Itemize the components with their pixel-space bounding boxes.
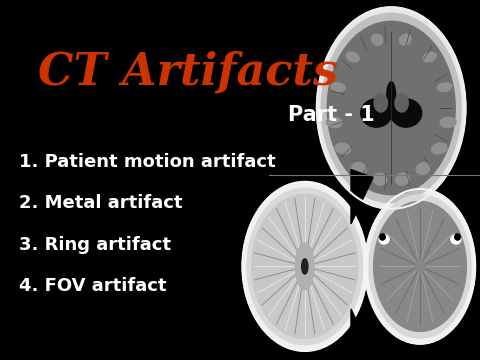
Ellipse shape bbox=[455, 234, 460, 240]
Ellipse shape bbox=[352, 163, 366, 174]
Ellipse shape bbox=[242, 182, 367, 351]
Ellipse shape bbox=[327, 21, 455, 195]
Ellipse shape bbox=[326, 117, 342, 127]
Ellipse shape bbox=[321, 13, 461, 203]
Ellipse shape bbox=[416, 163, 431, 174]
Text: 2. Metal artifact: 2. Metal artifact bbox=[19, 194, 183, 212]
Ellipse shape bbox=[399, 34, 411, 45]
Ellipse shape bbox=[369, 195, 471, 338]
Polygon shape bbox=[351, 170, 373, 224]
Text: 3. Ring artifact: 3. Ring artifact bbox=[19, 236, 171, 254]
Text: 4. FOV artifact: 4. FOV artifact bbox=[19, 277, 167, 295]
Text: CT Artifacts: CT Artifacts bbox=[38, 50, 338, 94]
Ellipse shape bbox=[390, 99, 422, 127]
Ellipse shape bbox=[247, 188, 362, 345]
Bar bbox=[306, 0, 477, 224]
Ellipse shape bbox=[373, 201, 467, 332]
Ellipse shape bbox=[380, 234, 385, 240]
Text: 1. Patient motion artifact: 1. Patient motion artifact bbox=[19, 153, 276, 171]
Ellipse shape bbox=[373, 173, 387, 185]
Ellipse shape bbox=[432, 143, 447, 154]
Ellipse shape bbox=[317, 7, 466, 209]
Ellipse shape bbox=[295, 243, 314, 290]
Ellipse shape bbox=[396, 173, 409, 185]
Ellipse shape bbox=[379, 235, 389, 244]
Ellipse shape bbox=[423, 52, 436, 62]
Polygon shape bbox=[351, 309, 373, 360]
Bar bbox=[233, 169, 376, 360]
Ellipse shape bbox=[336, 143, 351, 154]
Ellipse shape bbox=[437, 83, 452, 91]
Ellipse shape bbox=[372, 34, 383, 45]
Ellipse shape bbox=[360, 99, 392, 127]
Ellipse shape bbox=[395, 94, 408, 112]
Ellipse shape bbox=[387, 82, 396, 110]
Ellipse shape bbox=[374, 94, 387, 112]
Ellipse shape bbox=[451, 235, 461, 244]
Polygon shape bbox=[467, 170, 480, 224]
Ellipse shape bbox=[252, 194, 358, 338]
Ellipse shape bbox=[365, 189, 475, 344]
Ellipse shape bbox=[346, 52, 359, 62]
Ellipse shape bbox=[440, 117, 456, 127]
Text: Part - 1: Part - 1 bbox=[288, 105, 375, 125]
Bar bbox=[351, 170, 480, 360]
Polygon shape bbox=[467, 309, 480, 360]
Ellipse shape bbox=[331, 83, 345, 91]
Ellipse shape bbox=[302, 259, 308, 274]
